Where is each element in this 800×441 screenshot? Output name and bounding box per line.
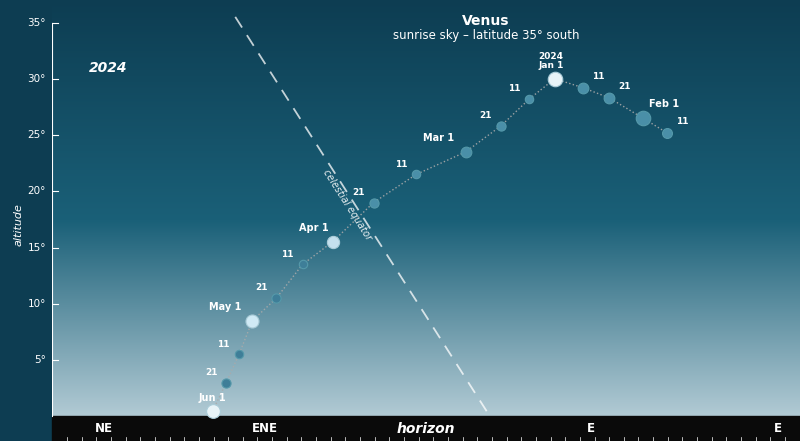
Text: May 1: May 1 — [209, 302, 242, 312]
Text: 11: 11 — [592, 72, 605, 81]
Text: 21: 21 — [352, 188, 365, 197]
Point — [523, 95, 536, 102]
Point — [246, 317, 259, 324]
Text: 25°: 25° — [27, 130, 46, 140]
Text: 11: 11 — [395, 160, 407, 169]
Text: 11: 11 — [218, 340, 230, 349]
Point — [494, 123, 507, 130]
Point — [296, 261, 309, 268]
Point — [577, 84, 590, 91]
Text: Feb 1: Feb 1 — [649, 99, 679, 109]
Text: 21: 21 — [479, 112, 492, 120]
Point — [459, 148, 472, 155]
Text: celestial equator: celestial equator — [322, 168, 374, 243]
Text: E: E — [774, 422, 782, 435]
Point — [603, 94, 616, 101]
Text: 11: 11 — [676, 117, 688, 126]
Text: 21: 21 — [205, 368, 218, 377]
Text: Venus: Venus — [462, 14, 510, 27]
Text: Mar 1: Mar 1 — [423, 133, 454, 143]
Point — [206, 407, 219, 414]
Text: 5°: 5° — [34, 355, 46, 365]
Point — [637, 115, 650, 122]
Text: horizon: horizon — [397, 422, 455, 436]
Text: 15°: 15° — [27, 243, 46, 253]
Bar — [52, 416, 800, 441]
Text: 11: 11 — [281, 250, 294, 259]
Point — [326, 238, 339, 245]
Text: 2024: 2024 — [538, 52, 563, 61]
Text: E: E — [586, 422, 594, 435]
Point — [233, 351, 246, 358]
Text: 21: 21 — [255, 284, 267, 292]
Text: Apr 1: Apr 1 — [299, 223, 329, 233]
Text: 21: 21 — [618, 82, 630, 91]
Point — [367, 199, 380, 206]
Text: ENE: ENE — [252, 422, 278, 435]
Text: Jan 1: Jan 1 — [538, 61, 564, 70]
Text: 10°: 10° — [28, 299, 46, 309]
Text: sunrise sky – latitude 35° south: sunrise sky – latitude 35° south — [393, 29, 579, 42]
Text: 2024: 2024 — [89, 60, 127, 75]
Point — [410, 171, 422, 178]
Text: altitude: altitude — [14, 204, 23, 247]
Point — [270, 295, 283, 302]
Text: Jun 1: Jun 1 — [199, 393, 226, 403]
Point — [220, 379, 233, 386]
Point — [661, 129, 674, 136]
Text: 30°: 30° — [28, 74, 46, 84]
Text: NE: NE — [95, 422, 114, 435]
Text: 20°: 20° — [28, 186, 46, 196]
Text: 11: 11 — [508, 84, 520, 93]
Text: 35°: 35° — [27, 18, 46, 27]
Point — [548, 75, 561, 82]
